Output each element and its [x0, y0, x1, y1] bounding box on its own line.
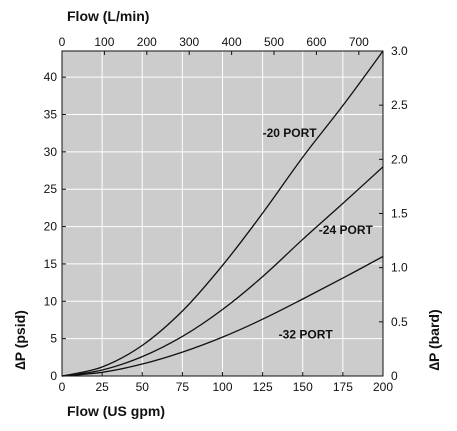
series-line-1 [61, 166, 384, 377]
right-tick-label: 2.0 [391, 152, 408, 166]
bottom-axis-title: Flow (US gpm) [67, 403, 165, 419]
top-tick-label: 700 [349, 35, 369, 49]
left-tick-label: 15 [44, 257, 58, 271]
series-labels: -20 PORT -24 PORT -32 PORT [263, 126, 374, 342]
bottom-tick-label: 25 [95, 380, 109, 394]
bottom-tick-label: 0 [59, 380, 66, 394]
series-line-0 [61, 50, 384, 377]
curves [61, 50, 384, 377]
series-label: -20 PORT [263, 126, 318, 140]
left-tick-label: 35 [44, 108, 58, 122]
top-tick-label: 500 [264, 35, 284, 49]
top-tick-label: 200 [137, 35, 157, 49]
left-tick-label: 5 [50, 332, 57, 346]
right-tick-label: 0 [391, 369, 398, 383]
bottom-tick-label: 75 [176, 380, 190, 394]
right-tick-label: 1.5 [391, 207, 408, 221]
right-tick-label: 2.5 [391, 98, 408, 112]
right-tick-label: 1.0 [391, 261, 408, 275]
right-axis-title: ∆P (bard) [426, 309, 442, 370]
series-label: -24 PORT [319, 223, 374, 237]
bottom-tick-label: 125 [253, 380, 273, 394]
grid [62, 51, 383, 376]
left-tick-label: 20 [44, 220, 58, 234]
top-tick-label: 600 [306, 35, 326, 49]
bottom-tick-label: 200 [373, 380, 393, 394]
right-tick-label: 3.0 [391, 44, 408, 58]
left-tick-label: 25 [44, 182, 58, 196]
right-tick-label: 0.5 [391, 315, 408, 329]
top-tick-label: 400 [222, 35, 242, 49]
bottom-tick-label: 100 [212, 380, 232, 394]
left-tick-label: 0 [50, 369, 57, 383]
series-line-2 [61, 255, 384, 377]
top-tick-label: 100 [94, 35, 114, 49]
left-axis-title: ∆P (psid) [12, 310, 28, 370]
series-label: -32 PORT [279, 328, 334, 342]
top-tick-label: 0 [59, 35, 66, 49]
top-axis-title: Flow (L/min) [67, 8, 149, 24]
bottom-tick-label: 150 [293, 380, 313, 394]
left-tick-label: 10 [44, 294, 58, 308]
bottom-tick-label: 50 [136, 380, 150, 394]
bottom-tick-label: 175 [333, 380, 353, 394]
left-tick-label: 30 [44, 145, 58, 159]
left-tick-label: 40 [44, 70, 58, 84]
top-tick-label: 300 [179, 35, 199, 49]
